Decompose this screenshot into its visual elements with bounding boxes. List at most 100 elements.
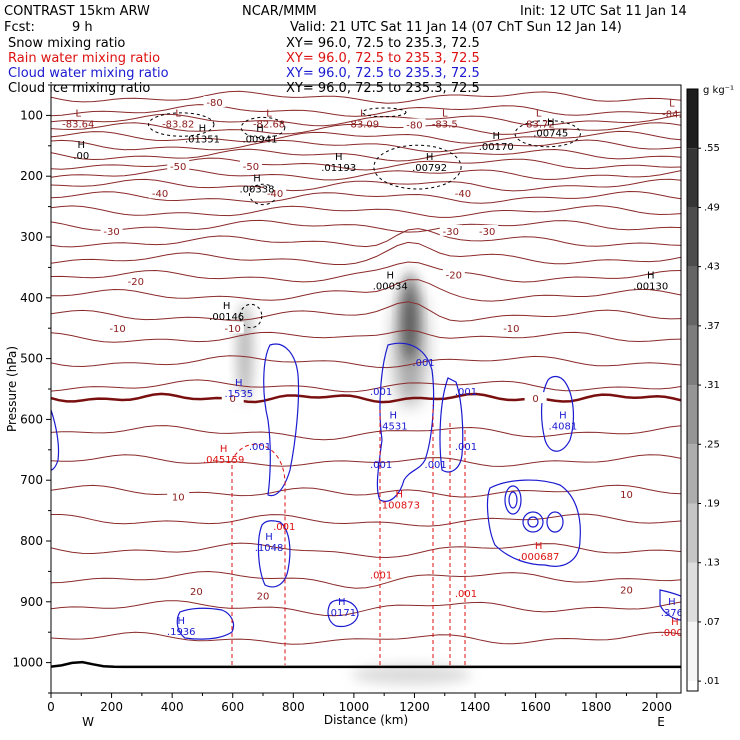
extremum-value: .000687 xyxy=(518,552,559,563)
extremum-marker: H xyxy=(338,597,346,608)
cloud-water-contour xyxy=(376,342,435,502)
header: CONTRAST 15km ARW NCAR/MMM Init: 12 UTC … xyxy=(4,4,687,35)
org-title: NCAR/MMM xyxy=(242,4,317,19)
x-tick-label: 800 xyxy=(282,700,305,714)
isotherm-line xyxy=(51,130,681,144)
extremum-marker: H xyxy=(265,532,273,543)
contour-value-label: .001 xyxy=(249,442,271,453)
extremum-marker: H xyxy=(547,117,555,128)
extremum-marker: L xyxy=(442,108,448,119)
isotherm-line xyxy=(51,219,681,233)
colorbar-swatch xyxy=(687,148,698,208)
isotherm-label: 0 xyxy=(532,394,538,405)
isotherm-line xyxy=(51,329,681,343)
colorbar-label: .49 xyxy=(704,202,720,213)
extremum-marker: H xyxy=(396,489,404,500)
extremum-marker: H xyxy=(492,131,500,142)
isotherm-label-bg xyxy=(451,187,474,199)
colorbar-swatch xyxy=(687,621,698,682)
isotherm-label-bg xyxy=(124,274,147,286)
model-title: CONTRAST 15km ARW xyxy=(4,4,150,19)
cloud-water-contour xyxy=(327,599,359,628)
legend-entry-xy: XY= 96.0, 72.5 to 235.3, 72.5 xyxy=(286,66,480,81)
colorbar-label: .25 xyxy=(704,439,720,450)
isotherm-label: 0 xyxy=(230,394,236,405)
x-tick-label: 1000 xyxy=(339,700,370,714)
colorbar-swatch xyxy=(687,207,698,267)
isotherm-line xyxy=(51,113,681,127)
isotherm-label-bg xyxy=(149,187,172,199)
isotherm-label: -40 xyxy=(455,189,471,200)
extremum-marker: H xyxy=(253,173,261,184)
x-axis-label: Distance (km) xyxy=(324,713,408,727)
extremum-value: .4531 xyxy=(379,421,408,432)
colorbar-swatch xyxy=(687,681,698,691)
isotherm-line xyxy=(51,600,681,617)
isotherm-label-bg xyxy=(476,224,499,236)
extremum-value: .045159 xyxy=(203,455,244,466)
extremum-value: -83.82 xyxy=(162,119,194,130)
isotherm-lines xyxy=(51,90,681,645)
colorbar-label: .55 xyxy=(704,143,720,154)
extremum-value: .0171 xyxy=(327,608,356,619)
y-tick-label: 500 xyxy=(20,352,43,366)
zero-isotherm xyxy=(51,392,681,404)
x-tick-label: 2000 xyxy=(641,700,672,714)
isotherm-label-bg xyxy=(615,488,638,500)
snow-contour xyxy=(148,112,215,137)
colorbar-label: .13 xyxy=(704,558,720,569)
isotherm-line xyxy=(51,228,681,248)
contour-value-label: .001 xyxy=(370,460,392,471)
extremum-value: .00792 xyxy=(412,163,447,174)
ice-shade-surface xyxy=(351,664,472,685)
isotherm-line xyxy=(51,454,681,467)
cloud-water-contours xyxy=(51,342,681,640)
isotherm-label-bg xyxy=(252,589,275,601)
extremum-value: .1535 xyxy=(224,389,253,400)
x-tick-label: 1200 xyxy=(399,700,430,714)
y-tick-label: 900 xyxy=(20,595,43,609)
isotherm-label-bg xyxy=(500,322,523,334)
isotherm-label: -50 xyxy=(170,162,186,173)
colorbar-swatch xyxy=(687,562,698,622)
extremum-value: .00170 xyxy=(479,142,514,153)
extremum-value: -83.09 xyxy=(347,119,379,130)
isotherm-label: 10 xyxy=(620,490,633,501)
cloud-water-contour xyxy=(439,377,464,473)
isotherm-label: -50 xyxy=(243,162,259,173)
x-tick-label: 1800 xyxy=(581,700,612,714)
x-tick-label: 600 xyxy=(221,700,244,714)
isotherm-label-bg xyxy=(615,583,638,595)
extremum-marker: H xyxy=(668,597,676,608)
extremum-marker: L xyxy=(360,108,366,119)
x-tick-label: 1400 xyxy=(460,700,491,714)
y-tick-label: 200 xyxy=(20,169,43,183)
isotherm-line xyxy=(51,148,681,162)
isotherm-label: -30 xyxy=(103,227,119,238)
isotherm-label-bg xyxy=(264,187,287,199)
colorbar-label: .43 xyxy=(704,262,720,273)
ice-shade-peak xyxy=(400,271,419,362)
extremum-marker: H xyxy=(235,378,243,389)
cloud-water-contour xyxy=(541,375,575,452)
extremum-marker: H xyxy=(78,140,86,151)
cloud-water-contour xyxy=(504,485,522,515)
extremum-value: .00130 xyxy=(633,282,668,293)
legend-entry-name: Rain water mixing ratio xyxy=(8,51,160,66)
isotherm-label-bg xyxy=(442,268,465,280)
terrain-surface xyxy=(51,660,681,669)
isotherm-label-bg xyxy=(100,224,123,236)
colorbar-frame xyxy=(686,88,699,692)
isotherm-label: -40 xyxy=(152,189,168,200)
isotherm-line xyxy=(51,379,681,393)
extremum-marker: H xyxy=(647,271,655,282)
isotherm-line xyxy=(51,157,681,171)
snow-contour xyxy=(361,107,407,118)
x-tick-label: 200 xyxy=(100,700,123,714)
isotherm-label: 20 xyxy=(190,587,203,598)
y-axis-label: Pressure (hPa) xyxy=(5,346,19,432)
cloud-water-contour xyxy=(257,520,291,588)
extremum-marker: H xyxy=(671,617,679,628)
colorbar-swatch xyxy=(687,385,698,445)
isotherm-label: -80 xyxy=(406,121,422,132)
